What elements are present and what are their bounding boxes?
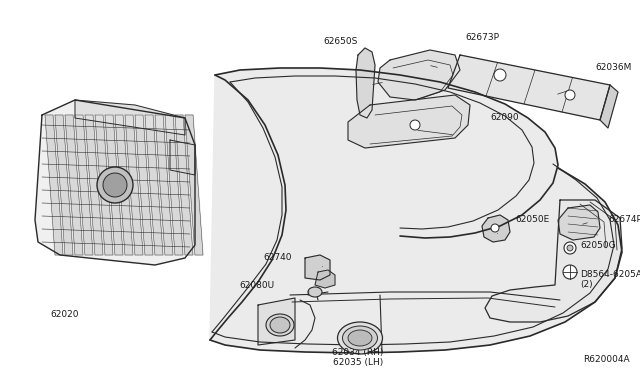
Polygon shape [185, 115, 203, 255]
Circle shape [97, 167, 133, 203]
Polygon shape [155, 115, 173, 255]
Polygon shape [45, 115, 63, 255]
Polygon shape [315, 270, 335, 288]
Text: D8564-6205A
(2): D8564-6205A (2) [580, 270, 640, 289]
Polygon shape [175, 115, 193, 255]
Circle shape [563, 265, 577, 279]
Ellipse shape [348, 330, 372, 346]
Text: 62036M: 62036M [595, 64, 632, 73]
Polygon shape [125, 115, 143, 255]
Polygon shape [448, 55, 610, 120]
Polygon shape [482, 215, 510, 242]
Polygon shape [170, 140, 195, 175]
Text: 62034 (RH)
62035 (LH): 62034 (RH) 62035 (LH) [332, 348, 384, 368]
Text: 62673P: 62673P [465, 33, 499, 42]
Circle shape [103, 173, 127, 197]
Polygon shape [65, 115, 83, 255]
Circle shape [494, 69, 506, 81]
Ellipse shape [337, 322, 383, 354]
Polygon shape [378, 50, 460, 100]
Circle shape [565, 90, 575, 100]
Polygon shape [165, 115, 183, 255]
Polygon shape [85, 115, 103, 255]
Circle shape [567, 245, 573, 251]
Polygon shape [75, 115, 93, 255]
Polygon shape [105, 115, 123, 255]
Polygon shape [75, 100, 185, 135]
Polygon shape [600, 85, 618, 128]
Text: 62020: 62020 [51, 310, 79, 319]
Text: 62050E: 62050E [515, 215, 549, 224]
Polygon shape [210, 68, 622, 353]
Polygon shape [95, 115, 113, 255]
Text: 62050G: 62050G [580, 241, 616, 250]
Polygon shape [135, 115, 153, 255]
Text: 62090: 62090 [490, 113, 518, 122]
Ellipse shape [266, 314, 294, 336]
Circle shape [564, 242, 576, 254]
Text: 62650S: 62650S [324, 38, 358, 46]
Polygon shape [55, 115, 73, 255]
Polygon shape [35, 100, 195, 265]
Ellipse shape [308, 287, 322, 297]
Polygon shape [485, 200, 622, 322]
Text: 62740: 62740 [264, 253, 292, 263]
Ellipse shape [342, 326, 378, 350]
Polygon shape [258, 298, 295, 345]
Ellipse shape [270, 317, 290, 333]
Circle shape [410, 120, 420, 130]
Polygon shape [305, 255, 330, 280]
Text: 62080U: 62080U [240, 282, 275, 291]
Polygon shape [348, 95, 470, 148]
Polygon shape [558, 205, 600, 240]
Polygon shape [115, 115, 133, 255]
Text: R620004A: R620004A [584, 355, 630, 364]
Polygon shape [356, 48, 375, 118]
Circle shape [491, 224, 499, 232]
Text: 62674P: 62674P [608, 215, 640, 224]
Polygon shape [145, 115, 163, 255]
